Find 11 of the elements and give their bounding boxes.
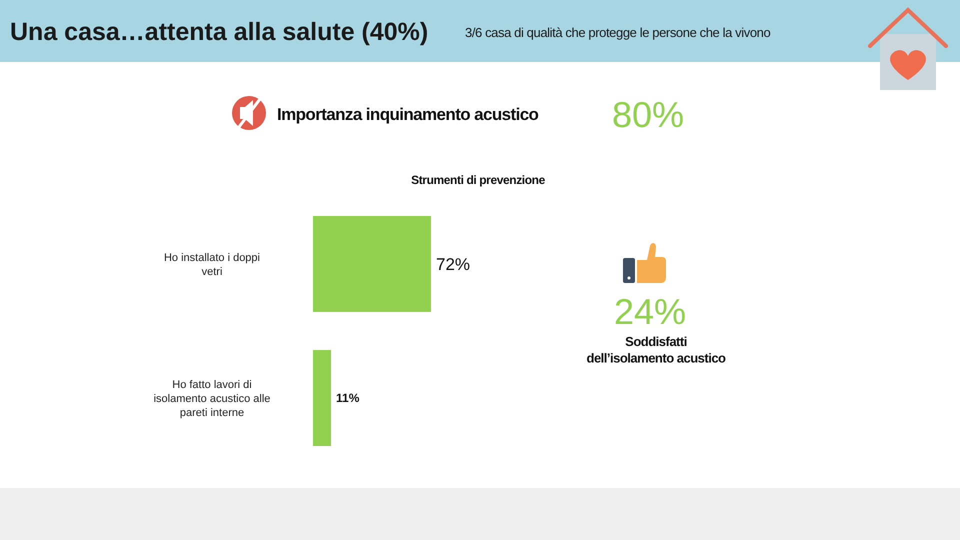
- y-tick-label: Ho fatto lavori di isolamento acustico alle pareti interne: [154, 378, 270, 419]
- text: 80%: [612, 94, 684, 135]
- text: Strumenti di prevenzione: [411, 173, 546, 187]
- chart-title: Una casa…attenta alla salute (40%): [10, 18, 428, 46]
- data-label: 11%: [336, 391, 360, 406]
- text: Importanza inquinamento acustico: [277, 105, 539, 124]
- text: 24%: [614, 291, 686, 332]
- data-label: 72%: [436, 254, 470, 274]
- y-tick-label: Ho installato i doppi vetri: [164, 252, 260, 278]
- text: 3/6 casa di qualità che protegge le persone che la vivono: [465, 25, 770, 40]
- text: Soddisfatti dell’isolamento acustico: [586, 334, 726, 366]
